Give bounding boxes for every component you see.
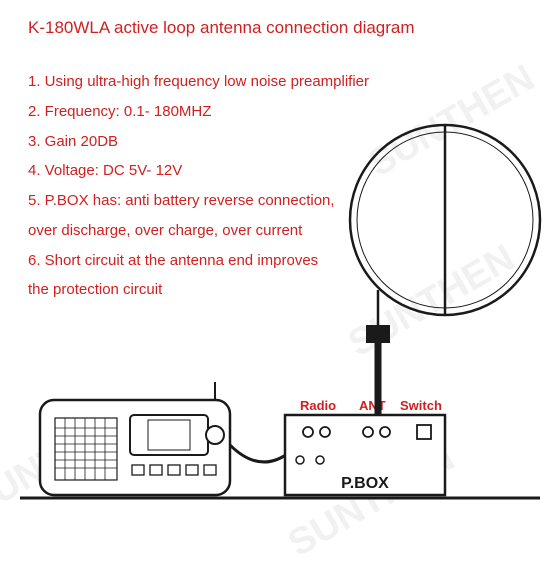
switch-port-label: Switch bbox=[400, 398, 442, 413]
connection-diagram: P.BOX Radio ANT Switch bbox=[0, 0, 550, 550]
ant-port-label: ANT bbox=[359, 398, 386, 413]
antenna-base-box bbox=[366, 325, 390, 343]
radio-port-label: Radio bbox=[300, 398, 336, 413]
cable-radio-pbox bbox=[230, 445, 290, 462]
radio-device bbox=[40, 382, 230, 495]
pbox-label: P.BOX bbox=[341, 475, 389, 492]
pbox-device: P.BOX bbox=[285, 415, 445, 495]
loop-antenna bbox=[350, 125, 540, 325]
